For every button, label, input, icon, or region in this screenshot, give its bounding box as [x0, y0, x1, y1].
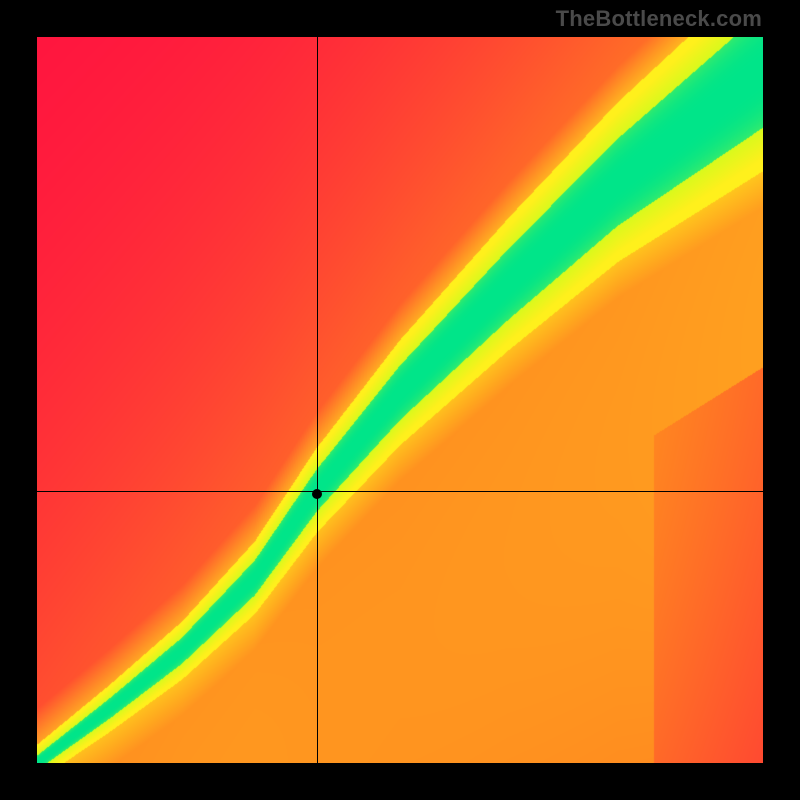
crosshair-vertical: [317, 37, 318, 763]
watermark-text: TheBottleneck.com: [556, 6, 762, 32]
heatmap-canvas: [37, 37, 763, 763]
heatmap-plot: [37, 37, 763, 763]
crosshair-horizontal: [37, 491, 763, 492]
data-point-marker: [312, 489, 322, 499]
